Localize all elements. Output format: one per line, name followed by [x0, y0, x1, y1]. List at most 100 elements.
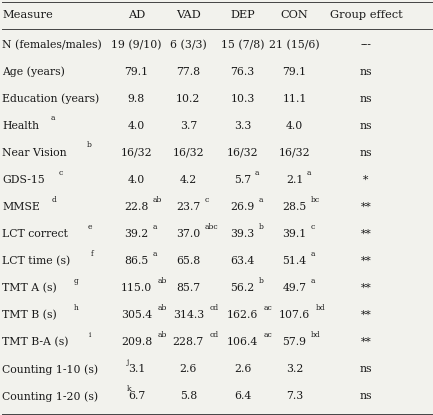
Text: k: k [127, 385, 132, 393]
Text: 79.1: 79.1 [124, 67, 149, 77]
Text: CON: CON [281, 10, 308, 20]
Text: 39.2: 39.2 [124, 229, 149, 239]
Text: 51.4: 51.4 [282, 256, 307, 266]
Text: b: b [87, 142, 91, 149]
Text: a: a [153, 222, 158, 231]
Text: ns: ns [360, 94, 372, 104]
Text: ns: ns [360, 391, 372, 401]
Text: cd: cd [210, 304, 219, 312]
Text: cd: cd [210, 331, 219, 339]
Text: LCT time (s): LCT time (s) [2, 256, 71, 266]
Text: AD: AD [128, 10, 145, 20]
Text: **: ** [361, 337, 371, 347]
Text: 305.4: 305.4 [121, 310, 152, 320]
Text: Health: Health [2, 121, 39, 131]
Text: c: c [205, 195, 209, 204]
Text: ---: --- [360, 40, 372, 50]
Text: DEP: DEP [230, 10, 255, 20]
Text: Counting 1-10 (s): Counting 1-10 (s) [2, 364, 98, 375]
Text: 4.0: 4.0 [128, 121, 145, 131]
Text: 7.3: 7.3 [286, 391, 303, 401]
Text: 49.7: 49.7 [282, 283, 307, 293]
Text: 39.3: 39.3 [230, 229, 255, 239]
Text: 28.5: 28.5 [282, 202, 307, 212]
Text: Education (years): Education (years) [2, 93, 100, 104]
Text: Counting 1-20 (s): Counting 1-20 (s) [2, 391, 98, 402]
Text: TMT B (s): TMT B (s) [2, 310, 57, 320]
Text: 57.9: 57.9 [282, 337, 307, 347]
Text: TMT A (s): TMT A (s) [2, 283, 57, 293]
Text: c: c [58, 168, 62, 176]
Text: 85.7: 85.7 [176, 283, 200, 293]
Text: 3.3: 3.3 [234, 121, 251, 131]
Text: *: * [363, 175, 368, 185]
Text: 4.0: 4.0 [128, 175, 145, 185]
Text: 79.1: 79.1 [282, 67, 307, 77]
Text: 15 (7/8): 15 (7/8) [221, 39, 264, 50]
Text: ab: ab [158, 277, 167, 285]
Text: 16/32: 16/32 [226, 148, 259, 158]
Text: 56.2: 56.2 [230, 283, 255, 293]
Text: c: c [311, 222, 315, 231]
Text: 16/32: 16/32 [172, 148, 204, 158]
Text: a: a [153, 250, 158, 258]
Text: VAD: VAD [176, 10, 201, 20]
Text: a: a [311, 250, 315, 258]
Text: 16/32: 16/32 [120, 148, 152, 158]
Text: 3.2: 3.2 [286, 364, 303, 374]
Text: g: g [74, 277, 78, 285]
Text: 2.1: 2.1 [286, 175, 303, 185]
Text: 6.7: 6.7 [128, 391, 145, 401]
Text: 6 (3/3): 6 (3/3) [170, 39, 207, 50]
Text: **: ** [361, 256, 371, 266]
Text: 65.8: 65.8 [176, 256, 200, 266]
Text: Group effect: Group effect [330, 10, 402, 20]
Text: i: i [89, 331, 91, 339]
Text: 228.7: 228.7 [173, 337, 204, 347]
Text: 21 (15/6): 21 (15/6) [269, 39, 320, 50]
Text: f: f [91, 250, 94, 258]
Text: 314.3: 314.3 [173, 310, 204, 320]
Text: a: a [307, 168, 311, 176]
Text: abc: abc [205, 222, 219, 231]
Text: **: ** [361, 283, 371, 293]
Text: b: b [259, 222, 264, 231]
Text: h: h [74, 304, 78, 312]
Text: bd: bd [316, 304, 325, 312]
Text: b: b [259, 277, 264, 285]
Text: a: a [255, 168, 259, 176]
Text: ab: ab [158, 331, 167, 339]
Text: TMT B-A (s): TMT B-A (s) [2, 337, 69, 347]
Text: d: d [52, 195, 57, 204]
Text: MMSE: MMSE [2, 202, 40, 212]
Text: ns: ns [360, 121, 372, 131]
Text: 4.2: 4.2 [180, 175, 197, 185]
Text: j: j [127, 358, 129, 366]
Text: 4.0: 4.0 [286, 121, 303, 131]
Text: ac: ac [264, 304, 272, 312]
Text: ns: ns [360, 67, 372, 77]
Text: 37.0: 37.0 [176, 229, 200, 239]
Text: ac: ac [264, 331, 272, 339]
Text: 23.7: 23.7 [176, 202, 200, 212]
Text: 10.3: 10.3 [230, 94, 255, 104]
Text: **: ** [361, 229, 371, 239]
Text: Measure: Measure [2, 10, 53, 20]
Text: 11.1: 11.1 [282, 94, 307, 104]
Text: 9.8: 9.8 [128, 94, 145, 104]
Text: 106.4: 106.4 [227, 337, 258, 347]
Text: 22.8: 22.8 [124, 202, 149, 212]
Text: e: e [88, 222, 93, 231]
Text: 39.1: 39.1 [282, 229, 307, 239]
Text: 76.3: 76.3 [230, 67, 255, 77]
Text: 26.9: 26.9 [230, 202, 255, 212]
Text: 209.8: 209.8 [121, 337, 152, 347]
Text: Near Vision: Near Vision [2, 148, 67, 158]
Text: 3.7: 3.7 [180, 121, 197, 131]
Text: N (females/males): N (females/males) [2, 39, 102, 50]
Text: 77.8: 77.8 [176, 67, 200, 77]
Text: 107.6: 107.6 [279, 310, 310, 320]
Text: **: ** [361, 202, 371, 212]
Text: 115.0: 115.0 [121, 283, 152, 293]
Text: 5.8: 5.8 [180, 391, 197, 401]
